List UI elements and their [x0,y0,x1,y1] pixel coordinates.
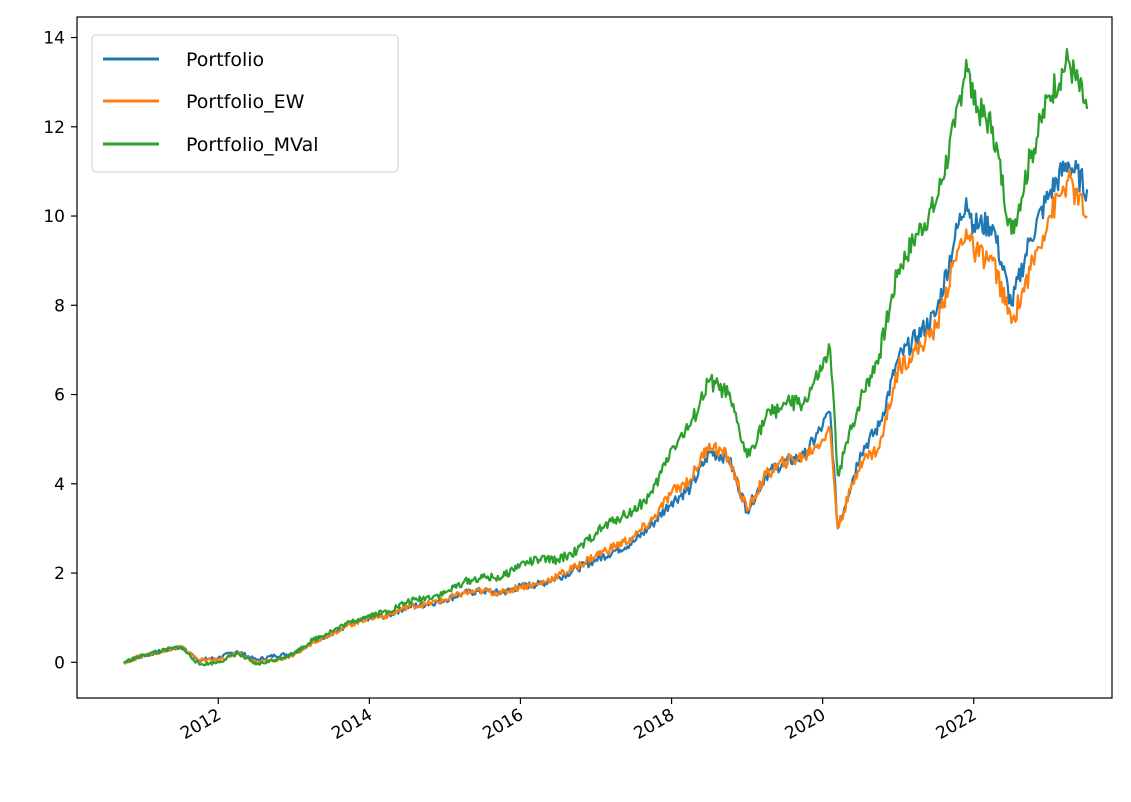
x-tick-label: 2022 [933,705,980,744]
y-tick-label: 8 [54,296,65,316]
plot-frame [76,16,1113,699]
y-tick-label: 2 [54,564,65,584]
x-tick-label: 2016 [479,705,526,744]
series-line-portfolio [123,159,1089,664]
y-tick-label: 4 [54,475,65,495]
legend-box [91,34,399,173]
y-tick-label: 12 [43,118,65,138]
x-tick-label: 2020 [782,705,829,744]
y-tick-label: 14 [43,29,65,49]
series-line-portfolio-ew [123,168,1088,665]
y-tick-label: 10 [43,207,65,227]
legend: Portfolio Portfolio_EW Portfolio_MVal [91,34,399,173]
x-tick-label: 2018 [631,705,678,744]
series-line-portfolio-mval [123,47,1089,667]
legend-label-portfolio-ew: Portfolio_EW [186,91,305,113]
y-tick-label: 0 [54,653,65,673]
y-tick-label: 6 [54,386,65,406]
x-tick-label: 2014 [328,705,375,744]
x-tick-label: 2012 [177,705,224,744]
legend-label-portfolio: Portfolio [186,49,264,71]
legend-label-portfolio-mval: Portfolio_MVal [186,134,319,156]
